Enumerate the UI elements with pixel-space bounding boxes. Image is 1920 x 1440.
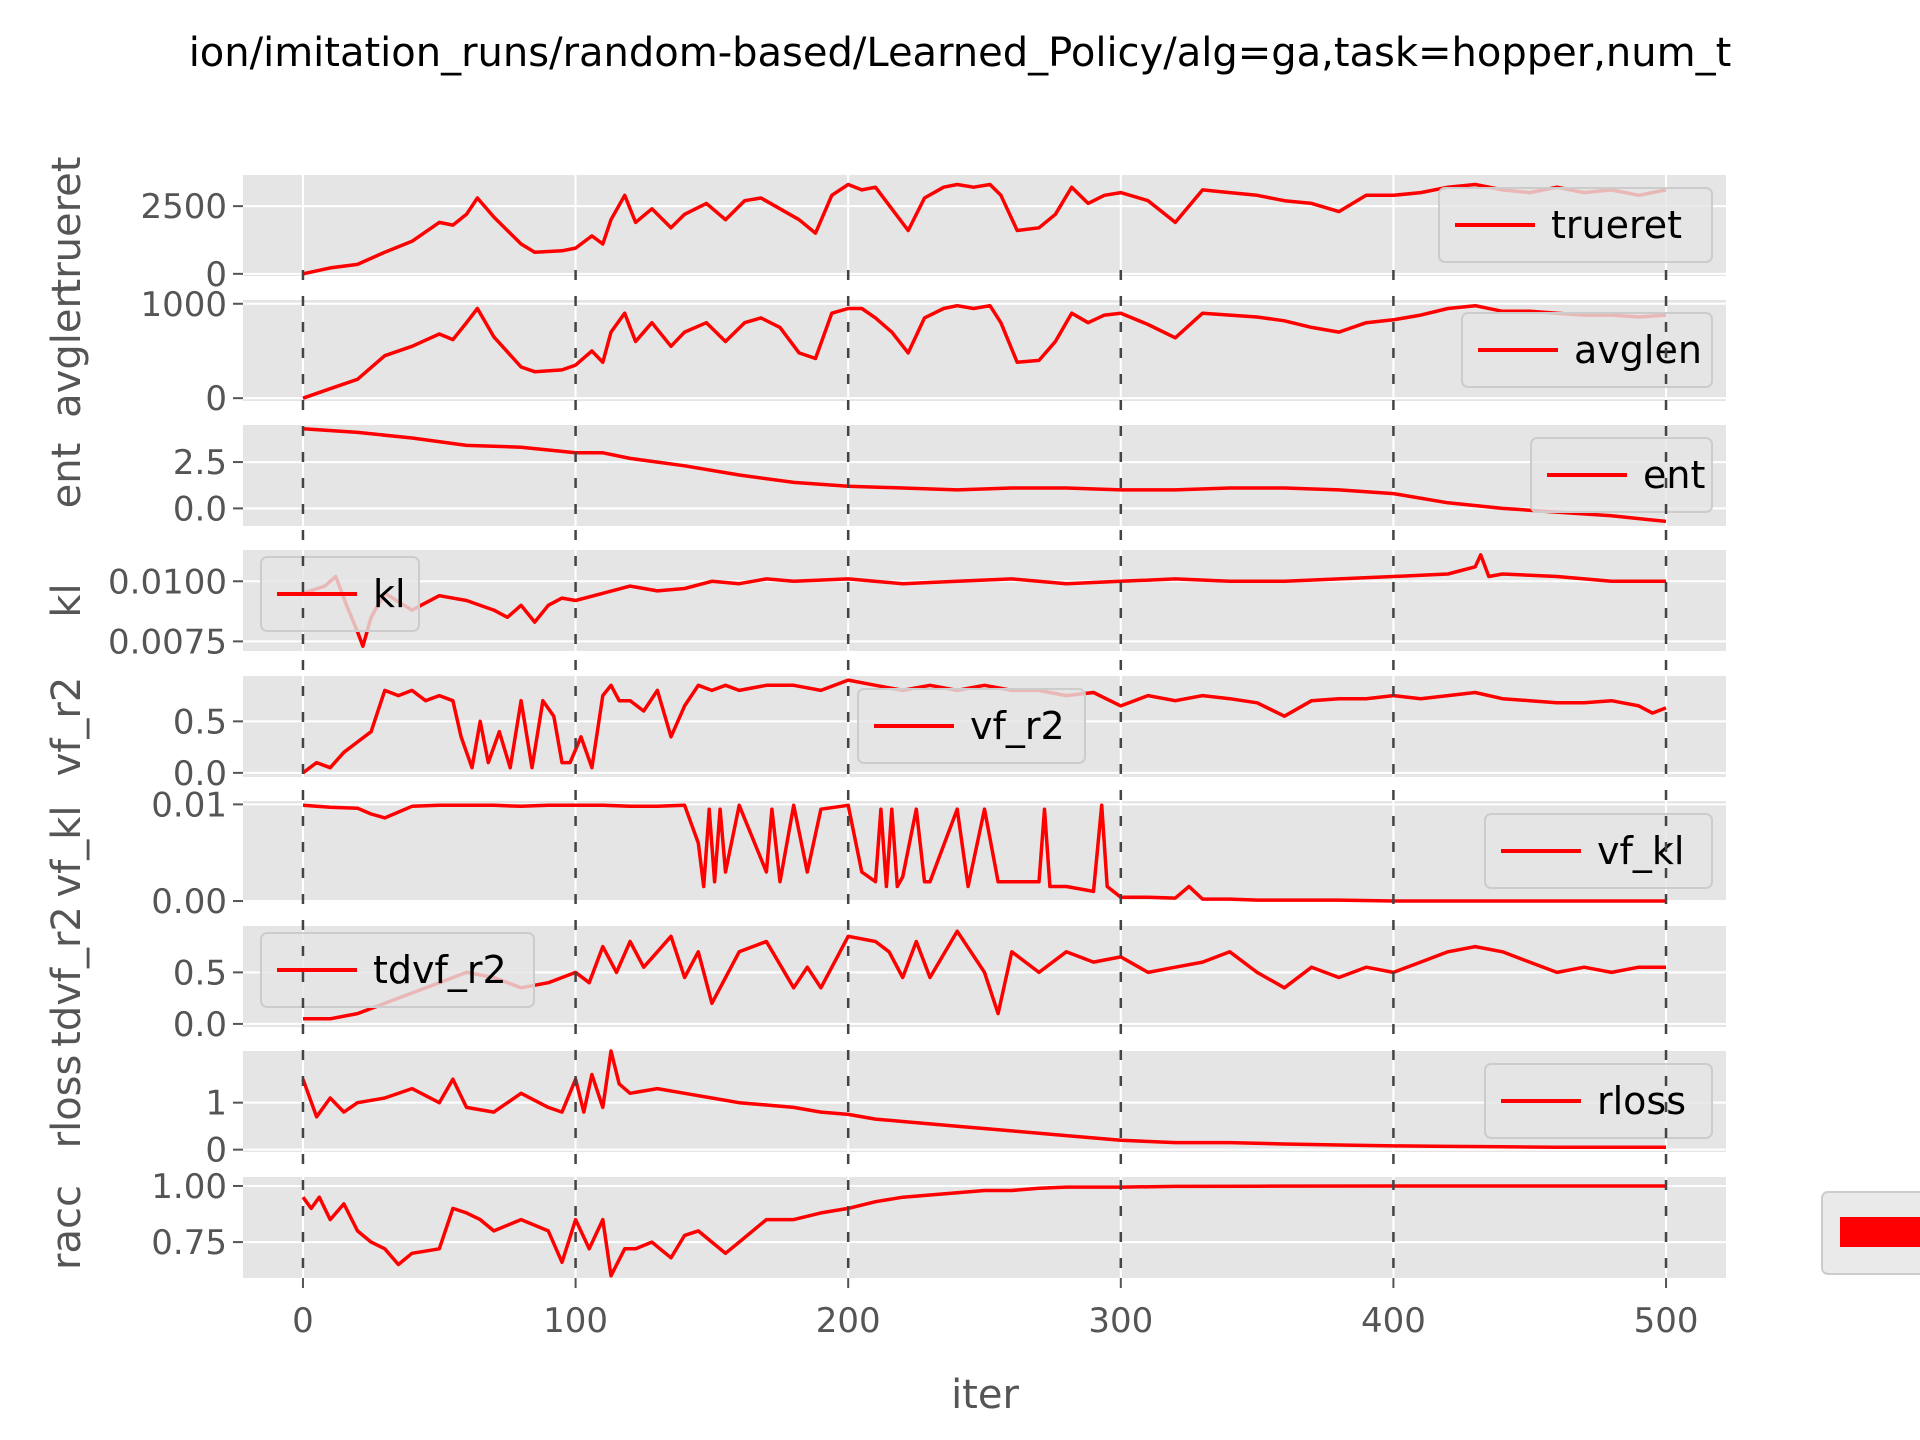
legend-frame (260, 932, 535, 1008)
legend-kl: kl (260, 556, 420, 632)
y-tick-label: 0.75 (151, 1223, 227, 1263)
x-tick-label: 400 (1361, 1301, 1426, 1341)
x-axis: 0 100 200 300 400 500 (292, 1278, 1698, 1341)
series-line-rloss (301, 1049, 1666, 1150)
y-tick-label: 1.00 (151, 1167, 227, 1207)
y-tick-label: 0.5 (173, 702, 227, 742)
plot-area-kl (243, 550, 1726, 651)
series-line-racc (301, 1184, 1666, 1278)
legend-frame (1438, 187, 1713, 263)
y-axis-label-rloss: rloss (44, 1055, 90, 1149)
legend-label: vf_r2 (970, 704, 1065, 748)
y-axis-label-ent: ent (44, 443, 90, 509)
y-tick-label: 1000 (140, 285, 227, 325)
y-axis-label-kl: kl (44, 583, 90, 617)
y-tick-label: 0 (205, 1131, 227, 1171)
legend-frame (1484, 813, 1713, 889)
series-line-vf_r2 (301, 678, 1667, 775)
legend-label: tdvf_r2 (373, 948, 507, 992)
plot-area-rloss (243, 1051, 1726, 1152)
legend-frame (1484, 1063, 1713, 1139)
subplot-vf_kl: 0.00 0.01 vf_kl vf_kl (44, 785, 1726, 922)
series-line-trueret (302, 182, 1667, 276)
subplot-rloss: 0 1 rloss rloss (44, 1049, 1726, 1171)
y-tick-label: 0.00 (151, 882, 227, 922)
y-tick-label: 0.0 (173, 489, 227, 529)
y-tick-label: 2500 (140, 187, 227, 227)
legend-vf_r2: vf_r2 (857, 688, 1086, 764)
y-axis-label-vf_r2: vf_r2 (44, 677, 90, 777)
subplot-ent: 0.0 2.5 ent ent (44, 425, 1726, 529)
y-tick-label: 0.0 (173, 754, 227, 794)
subplot-kl: 0.0075 0.0100 kl kl (44, 550, 1726, 662)
legend-vf_kl: vf_kl (1484, 813, 1713, 889)
series-line-vf_kl (302, 803, 1666, 903)
x-axis-label: iter (951, 1372, 1019, 1418)
y-tick-label: 0.01 (151, 785, 227, 825)
legend-frame (1461, 312, 1713, 388)
offscreen-legend-fragment (1821, 1191, 1920, 1275)
legend-trueret: trueret (1438, 187, 1713, 263)
legend-label: avglen (1574, 328, 1702, 372)
y-tick-label: 0 (205, 379, 227, 419)
legend-label: kl (373, 572, 406, 616)
x-tick-label: 0 (292, 1301, 314, 1341)
y-tick-label: 2.5 (173, 443, 227, 483)
y-tick-label: 0.0100 (108, 562, 227, 602)
offscreen-legend-patch (1840, 1217, 1920, 1247)
y-axis-label-avglen: avglen (44, 283, 90, 418)
series-line-avglen (302, 303, 1667, 400)
legend-rloss: rloss (1484, 1063, 1713, 1139)
y-tick-label: 0.0075 (108, 622, 227, 662)
subplot-racc: 0.75 1.00 racc (44, 1167, 1726, 1278)
legend-avglen: avglen (1461, 312, 1713, 388)
legend-label: trueret (1551, 203, 1682, 247)
subplot-avglen: 0 1000 avglen avglen (44, 283, 1726, 419)
legend-ent: ent (1530, 437, 1713, 513)
y-axis-label-racc: racc (44, 1185, 90, 1270)
series-line-ent (302, 426, 1667, 524)
figure-title: ion/imitation_runs/random-based/Learned_… (189, 30, 1732, 76)
plot-area-ent (243, 425, 1726, 526)
y-tick-label: 0 (205, 255, 227, 295)
x-tick-label: 500 (1634, 1301, 1699, 1341)
y-tick-label: 1 (205, 1084, 227, 1124)
legend-label: rloss (1597, 1079, 1686, 1123)
y-axis-label-vf_kl: vf_kl (44, 805, 90, 897)
x-tick-label: 200 (816, 1301, 881, 1341)
legend-label: ent (1643, 453, 1705, 497)
subplot-vf_r2: 0.0 0.5 vf_r2 vf_r2 (44, 676, 1726, 794)
y-axis-label-trueret: trueret (44, 157, 90, 295)
series-line-tdvf_r2 (303, 929, 1666, 1021)
y-tick-label: 0.0 (173, 1005, 227, 1045)
legend-tdvf_r2: tdvf_r2 (260, 932, 535, 1008)
x-tick-label: 100 (543, 1301, 608, 1341)
x-tick-label: 300 (1088, 1301, 1153, 1341)
y-tick-label: 0.5 (173, 953, 227, 993)
subplot-tdvf_r2: 0.0 0.5 tdvf_r2 tdvf_r2 (44, 906, 1726, 1047)
y-axis-label-tdvf_r2: tdvf_r2 (44, 906, 90, 1047)
legend-label: vf_kl (1597, 829, 1684, 873)
dashed-iteration-markers (301, 270, 1668, 1278)
subplot-trueret: 0 2500 trueret trueret (44, 157, 1726, 295)
legend-frame (857, 688, 1086, 764)
